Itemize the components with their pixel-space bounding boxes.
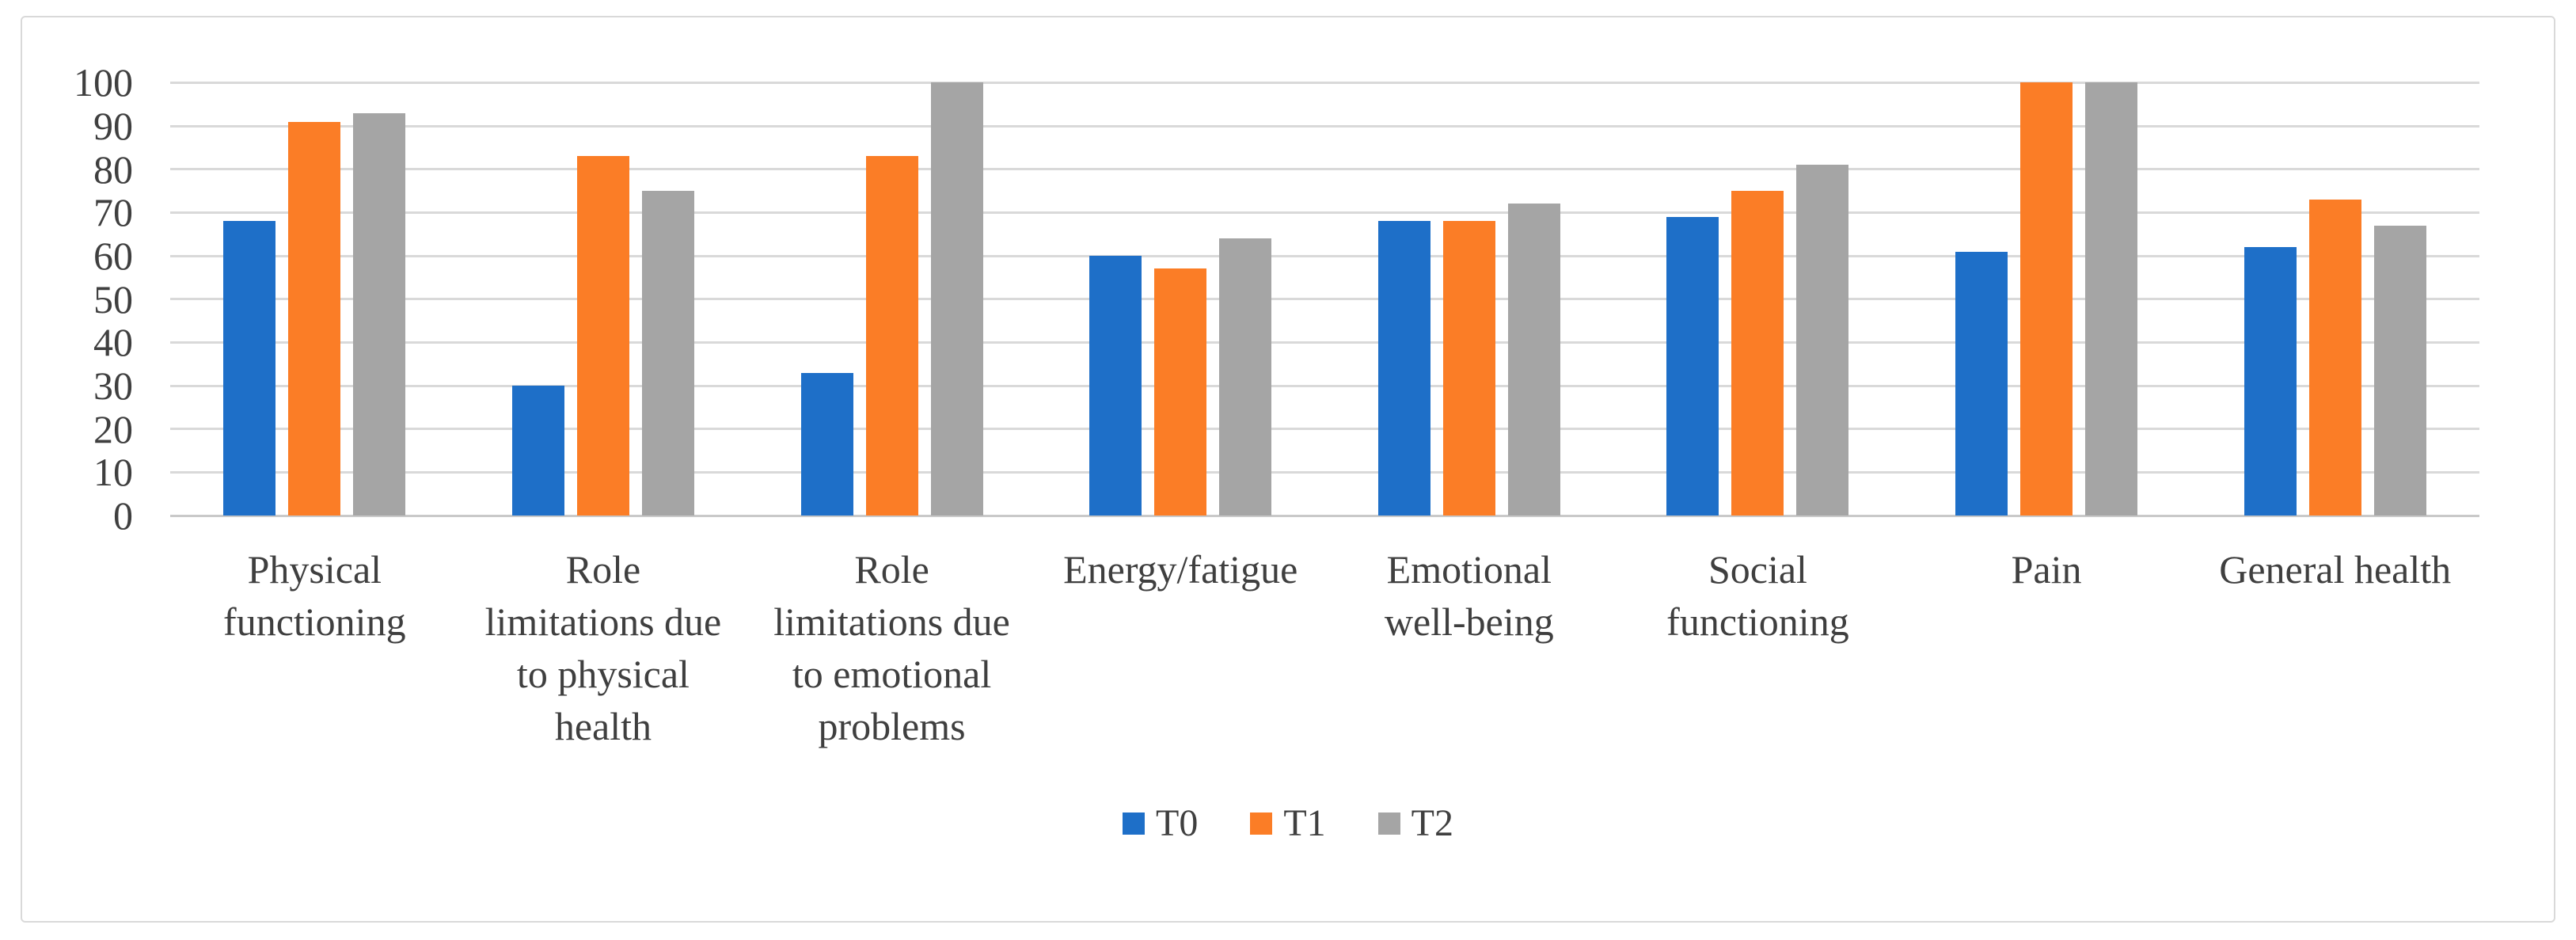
x-axis-category-labels: Physical functioning Role limitations due… — [170, 543, 2479, 752]
gridline-y10 — [170, 470, 2479, 474]
bar-t2-category-2 — [641, 191, 694, 516]
bar-group-4 — [1036, 82, 1325, 516]
bar-t0-category-7 — [1955, 251, 2008, 516]
bar-group-2 — [459, 82, 748, 516]
legend-label-t0: T0 — [1156, 802, 1199, 844]
bar-group-3 — [747, 82, 1036, 516]
category-label-8: General health — [2219, 547, 2452, 592]
bar-t1-category-6 — [1731, 191, 1784, 516]
bar-group-1 — [170, 82, 459, 516]
bar-t1-category-2 — [576, 156, 629, 516]
bar-t1-category-1 — [288, 121, 341, 516]
bar-t2-category-4 — [1219, 238, 1272, 516]
category-label-3: Role limitations due to emotional proble… — [773, 547, 1010, 748]
bar-t1-category-8 — [2308, 199, 2361, 516]
legend-swatch-t1 — [1250, 812, 1273, 835]
gridline-y40 — [170, 341, 2479, 344]
bar-groups — [170, 82, 2479, 516]
bar-t0-category-1 — [223, 221, 276, 516]
bar-group-5 — [1325, 82, 1614, 516]
bar-t2-category-3 — [930, 82, 983, 516]
legend-swatch-t2 — [1377, 812, 1400, 835]
gridline-y30 — [170, 384, 2479, 387]
category-label-4: Energy/fatigue — [1063, 547, 1298, 592]
y-tick-label-50: 50 — [93, 276, 133, 322]
bar-t0-category-3 — [800, 372, 853, 516]
y-tick-label-80: 80 — [93, 147, 133, 192]
bar-t0-category-5 — [1377, 221, 1430, 516]
bar-group-6 — [1613, 82, 1902, 516]
legend-label-t1: T1 — [1283, 802, 1326, 844]
y-tick-label-40: 40 — [93, 320, 133, 365]
gridline-y80 — [170, 168, 2479, 171]
gridline-y70 — [170, 211, 2479, 214]
legend-label-t2: T2 — [1411, 802, 1453, 844]
category-label-1: Physical functioning — [223, 547, 406, 644]
category-label-6: Social functioning — [1666, 547, 1849, 644]
bar-group-7 — [1902, 82, 2191, 516]
y-tick-label-90: 90 — [93, 103, 133, 148]
bar-t1-category-4 — [1154, 268, 1207, 516]
category-label-7: Pain — [2011, 547, 2082, 592]
bar-t0-category-2 — [511, 386, 564, 516]
category-label-5: Emotional well-being — [1384, 547, 1554, 644]
legend-item-t2: T2 — [1377, 801, 1453, 845]
legend-item-t0: T0 — [1123, 801, 1198, 845]
bar-t0-category-6 — [1666, 216, 1719, 516]
gridline-y50 — [170, 298, 2479, 301]
legend-swatch-t0 — [1123, 812, 1145, 835]
y-tick-label-10: 10 — [93, 450, 133, 495]
gridline-y0 — [170, 514, 2479, 517]
bar-t1-category-3 — [865, 156, 918, 516]
bar-t2-category-8 — [2373, 225, 2426, 516]
plot-area — [170, 81, 2479, 517]
bar-t0-category-4 — [1089, 256, 1142, 516]
bar-t1-category-7 — [2020, 82, 2073, 516]
legend-item-t1: T1 — [1250, 801, 1326, 845]
y-tick-label-20: 20 — [93, 406, 133, 451]
bar-t0-category-8 — [2244, 247, 2297, 516]
bar-t2-category-7 — [2085, 82, 2138, 516]
bar-t1-category-5 — [1442, 221, 1495, 516]
bar-t2-category-6 — [1796, 165, 1849, 516]
category-label-2: Role limitations due to physical health — [484, 547, 722, 748]
gridline-y20 — [170, 428, 2479, 431]
gridline-y60 — [170, 254, 2479, 257]
legend: T0 T1 T2 — [0, 801, 2576, 845]
bar-group-8 — [2190, 82, 2479, 516]
gridline-y90 — [170, 124, 2479, 127]
y-tick-label-0: 0 — [113, 493, 133, 538]
bar-t2-category-5 — [1507, 204, 1560, 516]
y-tick-label-70: 70 — [93, 190, 133, 235]
gridline-y100 — [170, 81, 2479, 84]
y-tick-label-30: 30 — [93, 363, 133, 408]
y-tick-label-100: 100 — [74, 60, 133, 105]
bar-t2-category-1 — [353, 112, 406, 516]
y-tick-label-60: 60 — [93, 233, 133, 278]
